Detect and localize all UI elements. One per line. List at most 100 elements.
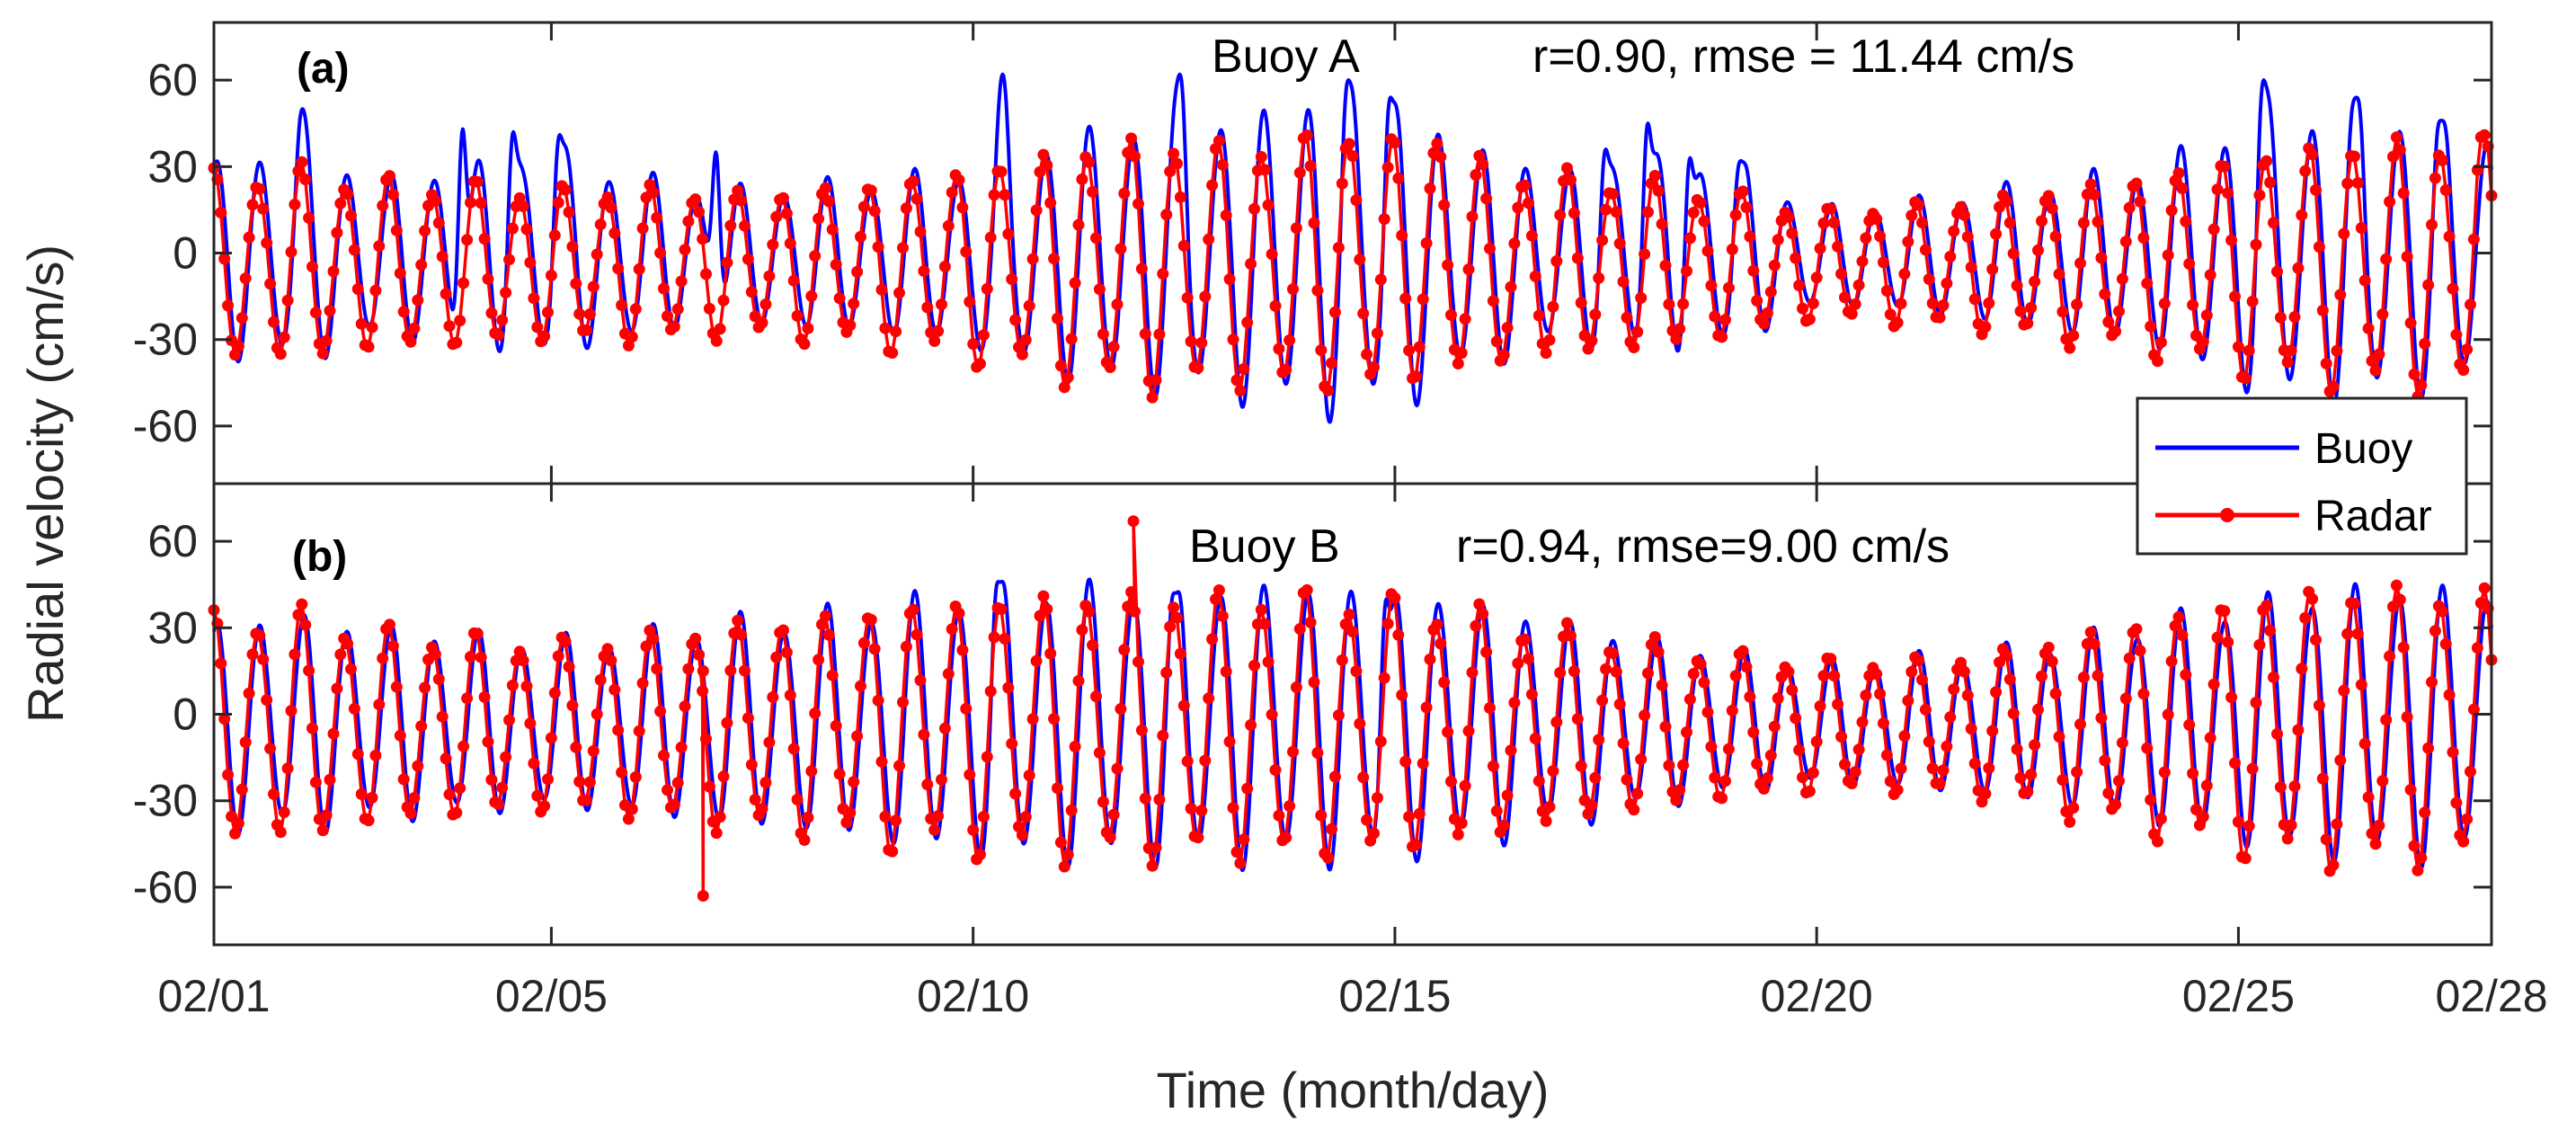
panel-b-radar-point (1764, 749, 1777, 761)
panel-b-radar-point (2077, 672, 2090, 683)
panel-a-radar-point (1322, 384, 1335, 396)
panel-a-radar-point (809, 250, 822, 263)
panel-a-radar-point (1477, 158, 1489, 171)
panel-b-radar-point (1459, 779, 1471, 792)
panel-b-radar-point (1648, 631, 1661, 643)
panel-b-radar-point (745, 759, 758, 771)
panel-a-radar-point (1628, 342, 1640, 353)
panel-a-radar-point (268, 316, 280, 328)
panel-b-radar-point (1438, 676, 1451, 689)
panel-b-radar-point (1037, 590, 1050, 602)
panel-a-radar-point (893, 287, 905, 299)
panel-a-radar-point (999, 189, 1011, 201)
panel-a-radar-point (450, 336, 463, 349)
panel-a-radar-point (1880, 285, 1893, 297)
panel-a-radar-point (2358, 274, 2371, 287)
panel-b-radar-point (1642, 667, 1654, 680)
panel-b-radar-point (1737, 645, 1749, 657)
panel-b-radar-point (1424, 653, 1436, 665)
panel-b-radar-point (1628, 804, 1640, 816)
panel-a-radar-point (1716, 331, 1728, 343)
panel-b-radar-point (1216, 610, 1229, 622)
panel-a-radar-point (517, 200, 529, 212)
panel-a-radar-point (1048, 253, 1061, 265)
panel-a-radar-point (2029, 275, 2041, 288)
panel-b-radar-point (2450, 796, 2463, 809)
panel-a-radar-point (285, 245, 298, 258)
panel-a-radar-point (984, 231, 997, 244)
panel-a-radar-point (798, 338, 811, 351)
panel-a-radar-point (436, 250, 449, 263)
panel-b-radar-point (524, 717, 537, 730)
panel-a-radar-point (289, 199, 301, 210)
panel-a-radar-point (2281, 356, 2294, 369)
panel-b-radar-point (1916, 673, 1928, 686)
panel-a-radar-point (2137, 232, 2150, 244)
panel-a-radar-point (306, 261, 318, 273)
panel-b-radar-point (1107, 808, 1120, 821)
panel-b-radar-point (2084, 626, 2097, 638)
panel-a-radar-point (612, 263, 625, 275)
panel-a-radar-point (404, 335, 417, 348)
panel-a-radar-point (1852, 279, 1865, 291)
panel-b-radar-point (2443, 689, 2456, 701)
panel-b-radar-point (1543, 801, 1556, 814)
panel-a-radar-point (1115, 243, 1127, 255)
panel-b-radar-point (2190, 804, 2202, 815)
panel-b-radar-point (840, 816, 853, 829)
panel-b-radar-point (559, 636, 572, 648)
panel-a-radar-point (429, 195, 441, 207)
panel-a-radar-point (1308, 217, 1320, 229)
panel-b-radar-point (232, 817, 244, 830)
panel-a-radar-point (1399, 292, 1412, 305)
panel-b-radar-point (415, 720, 428, 733)
panel-a-radar-point (918, 265, 930, 277)
panel-b-radar-point (1431, 618, 1443, 631)
panel-a-radar-point (921, 301, 934, 314)
panel-a-radar-point (482, 272, 494, 285)
panel-a-radar-point (1937, 299, 1950, 312)
panel-a-radar-point (2268, 217, 2279, 229)
panel-b-radar-point (697, 890, 709, 902)
panel-b-radar-point (1245, 719, 1257, 731)
panel-b-y-ticks: 60 30 0 -30 -60 (133, 516, 2492, 912)
panel-a-radar-point (2134, 195, 2146, 208)
panel-a-radar-point (770, 210, 783, 223)
panel-b-radar-point (1293, 623, 1306, 636)
panel-b-radar-point (296, 598, 308, 610)
panel-b-radar-point (714, 811, 726, 823)
panel-a-radar-point (2042, 190, 2055, 202)
panel-a-radar-point (1786, 227, 1799, 239)
panel-a-radar-point (1565, 174, 1577, 186)
panel-a-radar-point (693, 206, 706, 218)
panel-a-radar-point (1087, 185, 1099, 198)
panel-a-radar-point (2095, 252, 2108, 264)
panel-b-radar-point (826, 669, 839, 681)
panel-b-radar-point (246, 648, 259, 661)
panel-a-radar-point (819, 182, 831, 194)
panel-a-radar-point (2116, 272, 2128, 285)
panel-b-radar-point (566, 699, 579, 712)
panel-a-radar-point (988, 189, 1000, 201)
panel-a-radar-point (1153, 328, 1166, 341)
panel-b-radar-point (780, 646, 793, 659)
panel-a-radar-point (1701, 245, 1714, 257)
panel-b-radar-point (1044, 647, 1057, 660)
panel-a-radar-point (1490, 335, 1503, 348)
panel-a-radar-point (1346, 150, 1359, 163)
panel-a-radar-point (2271, 265, 2283, 278)
panel-a-radar-point (2443, 230, 2456, 243)
panel-a-radar-point (1874, 230, 1887, 243)
panel-a-radar-point (493, 329, 505, 342)
panel-b-radar-point (1490, 805, 1503, 817)
panel-a-radar-point (1212, 135, 1225, 147)
panel-a-radar-point (2426, 218, 2438, 231)
x-axis-title: Time (month/day) (1157, 1062, 1550, 1118)
panel-a-radar-point (1878, 256, 1889, 269)
panel-b-radar-point (1621, 773, 1633, 786)
panel-a-radar-point (654, 246, 667, 259)
panel-b-radar-point (1958, 665, 1970, 678)
panel-a-radar-point (1891, 316, 1904, 329)
panel-b-radar-point (1817, 670, 1830, 682)
panel-b-radar-point (520, 680, 533, 692)
